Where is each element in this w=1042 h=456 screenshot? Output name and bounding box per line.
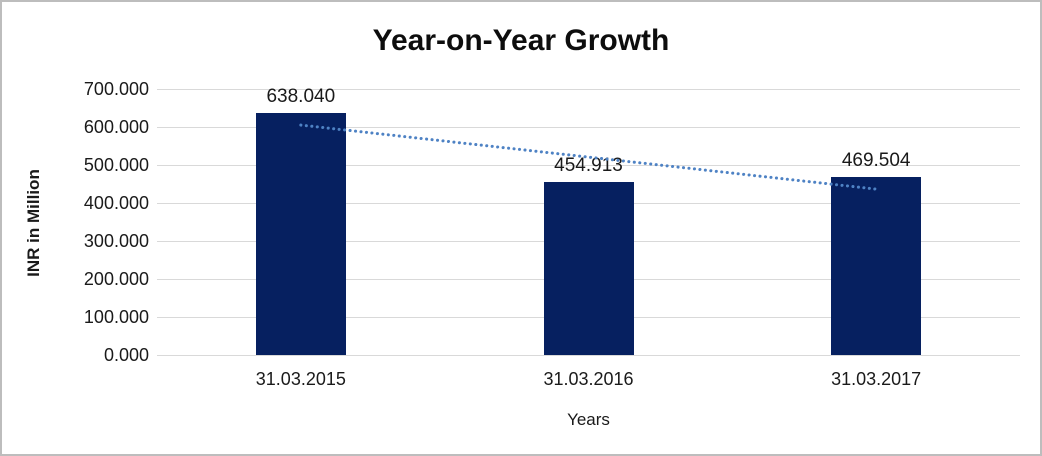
x-tick-label: 31.03.2015 [255, 369, 346, 389]
gridline [157, 354, 1020, 356]
y-tick-label: 0.000 [103, 345, 149, 365]
y-tick-label: 100.000 [83, 307, 149, 327]
y-tick-label: 500.000 [83, 155, 149, 175]
y-tick-label: 600.000 [83, 117, 149, 137]
x-tick-label: 31.03.2017 [831, 369, 922, 389]
bar-31.03.2016 [543, 182, 634, 355]
chart-title: Year-on-Year Growth [372, 24, 670, 57]
bar-value-label: 469.504 [841, 149, 911, 171]
bar-31.03.2017 [831, 176, 922, 355]
y-tick-label: 300.000 [83, 231, 149, 251]
x-tick-label: 31.03.2016 [543, 369, 634, 389]
bar-value-label: 454.913 [554, 155, 623, 177]
bar-value-label: 638.040 [266, 85, 336, 107]
y-tick-label: 200.000 [83, 269, 149, 289]
y-tick-label: 700.000 [83, 79, 149, 99]
y-tick-label: 400.000 [83, 193, 149, 213]
gridline [157, 88, 1020, 90]
bar-31.03.2015 [255, 112, 346, 355]
x-axis-title: Years [567, 410, 610, 429]
